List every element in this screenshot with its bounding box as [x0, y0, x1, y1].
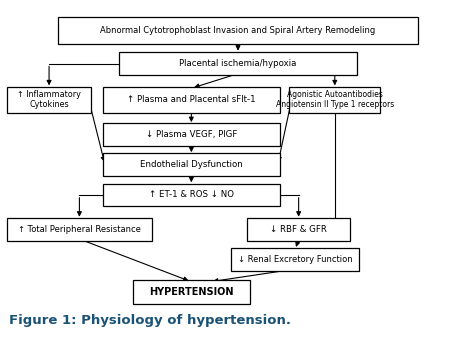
FancyBboxPatch shape: [231, 248, 359, 271]
Text: ↑ Inflammatory
Cytokines: ↑ Inflammatory Cytokines: [17, 90, 81, 109]
FancyBboxPatch shape: [103, 87, 280, 113]
Text: Figure 1: Physiology of hypertension.: Figure 1: Physiology of hypertension.: [10, 314, 291, 327]
Text: Abnormal Cytotrophoblast Invasion and Spiral Artery Remodeling: Abnormal Cytotrophoblast Invasion and Sp…: [100, 26, 376, 35]
FancyBboxPatch shape: [248, 218, 350, 241]
Text: ↓ RBF & GFR: ↓ RBF & GFR: [270, 225, 327, 234]
Text: ↑ Total Peripheral Resistance: ↑ Total Peripheral Resistance: [18, 225, 141, 234]
Text: ↑ ET-1 & ROS ↓ NO: ↑ ET-1 & ROS ↓ NO: [149, 190, 234, 199]
FancyBboxPatch shape: [103, 123, 280, 146]
FancyBboxPatch shape: [289, 87, 380, 113]
Text: Placental ischemia/hypoxia: Placental ischemia/hypoxia: [179, 59, 297, 68]
Text: ↑ Plasma and Placental sFlt-1: ↑ Plasma and Placental sFlt-1: [127, 95, 256, 104]
Text: HYPERTENSION: HYPERTENSION: [149, 287, 234, 297]
Text: ↓ Renal Excretory Function: ↓ Renal Excretory Function: [238, 255, 352, 264]
FancyBboxPatch shape: [7, 87, 91, 113]
FancyBboxPatch shape: [103, 153, 280, 176]
Text: ↓ Plasma VEGF, PlGF: ↓ Plasma VEGF, PlGF: [146, 130, 237, 139]
FancyBboxPatch shape: [7, 218, 152, 241]
Text: Endothelial Dysfunction: Endothelial Dysfunction: [140, 160, 243, 169]
FancyBboxPatch shape: [59, 17, 417, 44]
FancyBboxPatch shape: [119, 52, 357, 75]
FancyBboxPatch shape: [103, 183, 280, 206]
Text: Agonistic Autoantibodies
Angiotensin II Type 1 receptors: Agonistic Autoantibodies Angiotensin II …: [276, 90, 394, 109]
FancyBboxPatch shape: [133, 280, 249, 304]
